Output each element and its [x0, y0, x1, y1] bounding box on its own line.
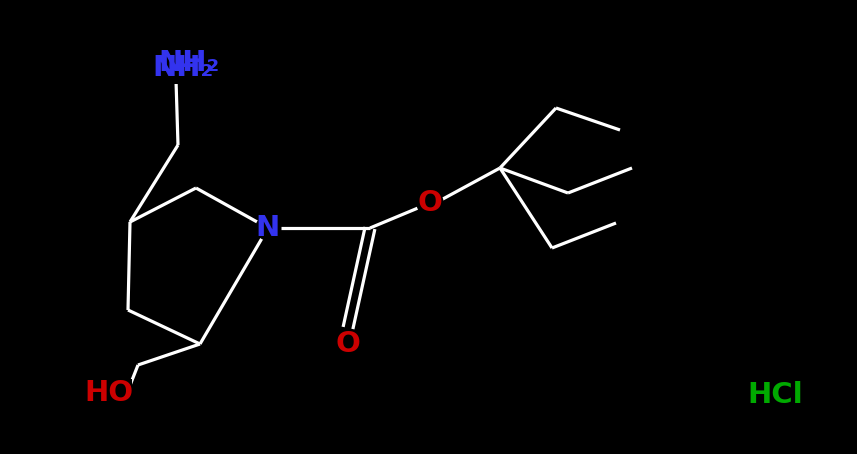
- Circle shape: [256, 216, 280, 240]
- Circle shape: [417, 190, 443, 216]
- Bar: [740, 378, 830, 410]
- Text: HO: HO: [84, 379, 133, 407]
- Text: NH₂: NH₂: [158, 49, 219, 77]
- Text: O: O: [417, 189, 442, 217]
- Bar: [334, 330, 362, 356]
- Text: N: N: [256, 214, 280, 242]
- Text: O: O: [336, 330, 361, 358]
- Text: HCl: HCl: [747, 381, 803, 409]
- Bar: [77, 379, 132, 409]
- Text: NH₂: NH₂: [152, 54, 213, 82]
- Bar: [143, 50, 215, 84]
